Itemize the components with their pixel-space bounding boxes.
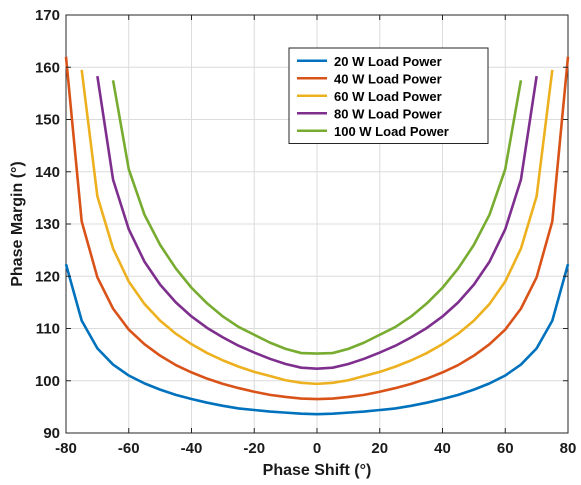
x-tick-label: 0 [313,440,321,457]
series-lines [64,56,570,416]
legend-label: 80 W Load Power [334,106,442,121]
x-tick-label: 60 [497,440,514,457]
y-tick-label: 130 [35,216,60,233]
y-axis-title: Phase Margin (°) [9,161,26,287]
series-line-1 [64,263,570,416]
y-tick-label: 90 [43,425,60,442]
legend: 20 W Load Power 40 W Load Power 60 W Load … [288,47,489,144]
legend-label: 20 W Load Power [334,54,442,69]
x-tick-label: -40 [181,440,203,457]
x-tick-label: -80 [55,440,77,457]
legend-label: 60 W Load Power [334,89,442,104]
series-line-2 [64,56,570,401]
y-tick-label: 140 [35,164,60,181]
y-tick-label: 100 [35,373,60,390]
x-tick-label: -60 [118,440,140,457]
legend-label: 40 W Load Power [334,71,442,86]
legend-label: 100 W Load Power [334,124,449,139]
x-tick-label: 80 [560,440,577,457]
y-tick-label: 150 [35,112,60,129]
x-tick-label: -20 [243,440,265,457]
y-tick-label: 120 [35,268,60,285]
x-tick-label: 40 [434,440,451,457]
axis-ticks: -80 -60 -40 -20 0 20 40 60 80 90 100 110 120 130 140 15… [35,7,576,457]
series-line-4 [96,75,538,371]
y-tick-label: 110 [36,321,60,338]
x-tick-label: 20 [371,440,388,457]
x-axis-title: Phase Shift (°) [263,462,372,479]
series-line-3 [80,69,554,386]
y-tick-label: 160 [35,59,60,76]
y-tick-label: 170 [35,7,60,24]
series-line-5 [111,80,523,355]
